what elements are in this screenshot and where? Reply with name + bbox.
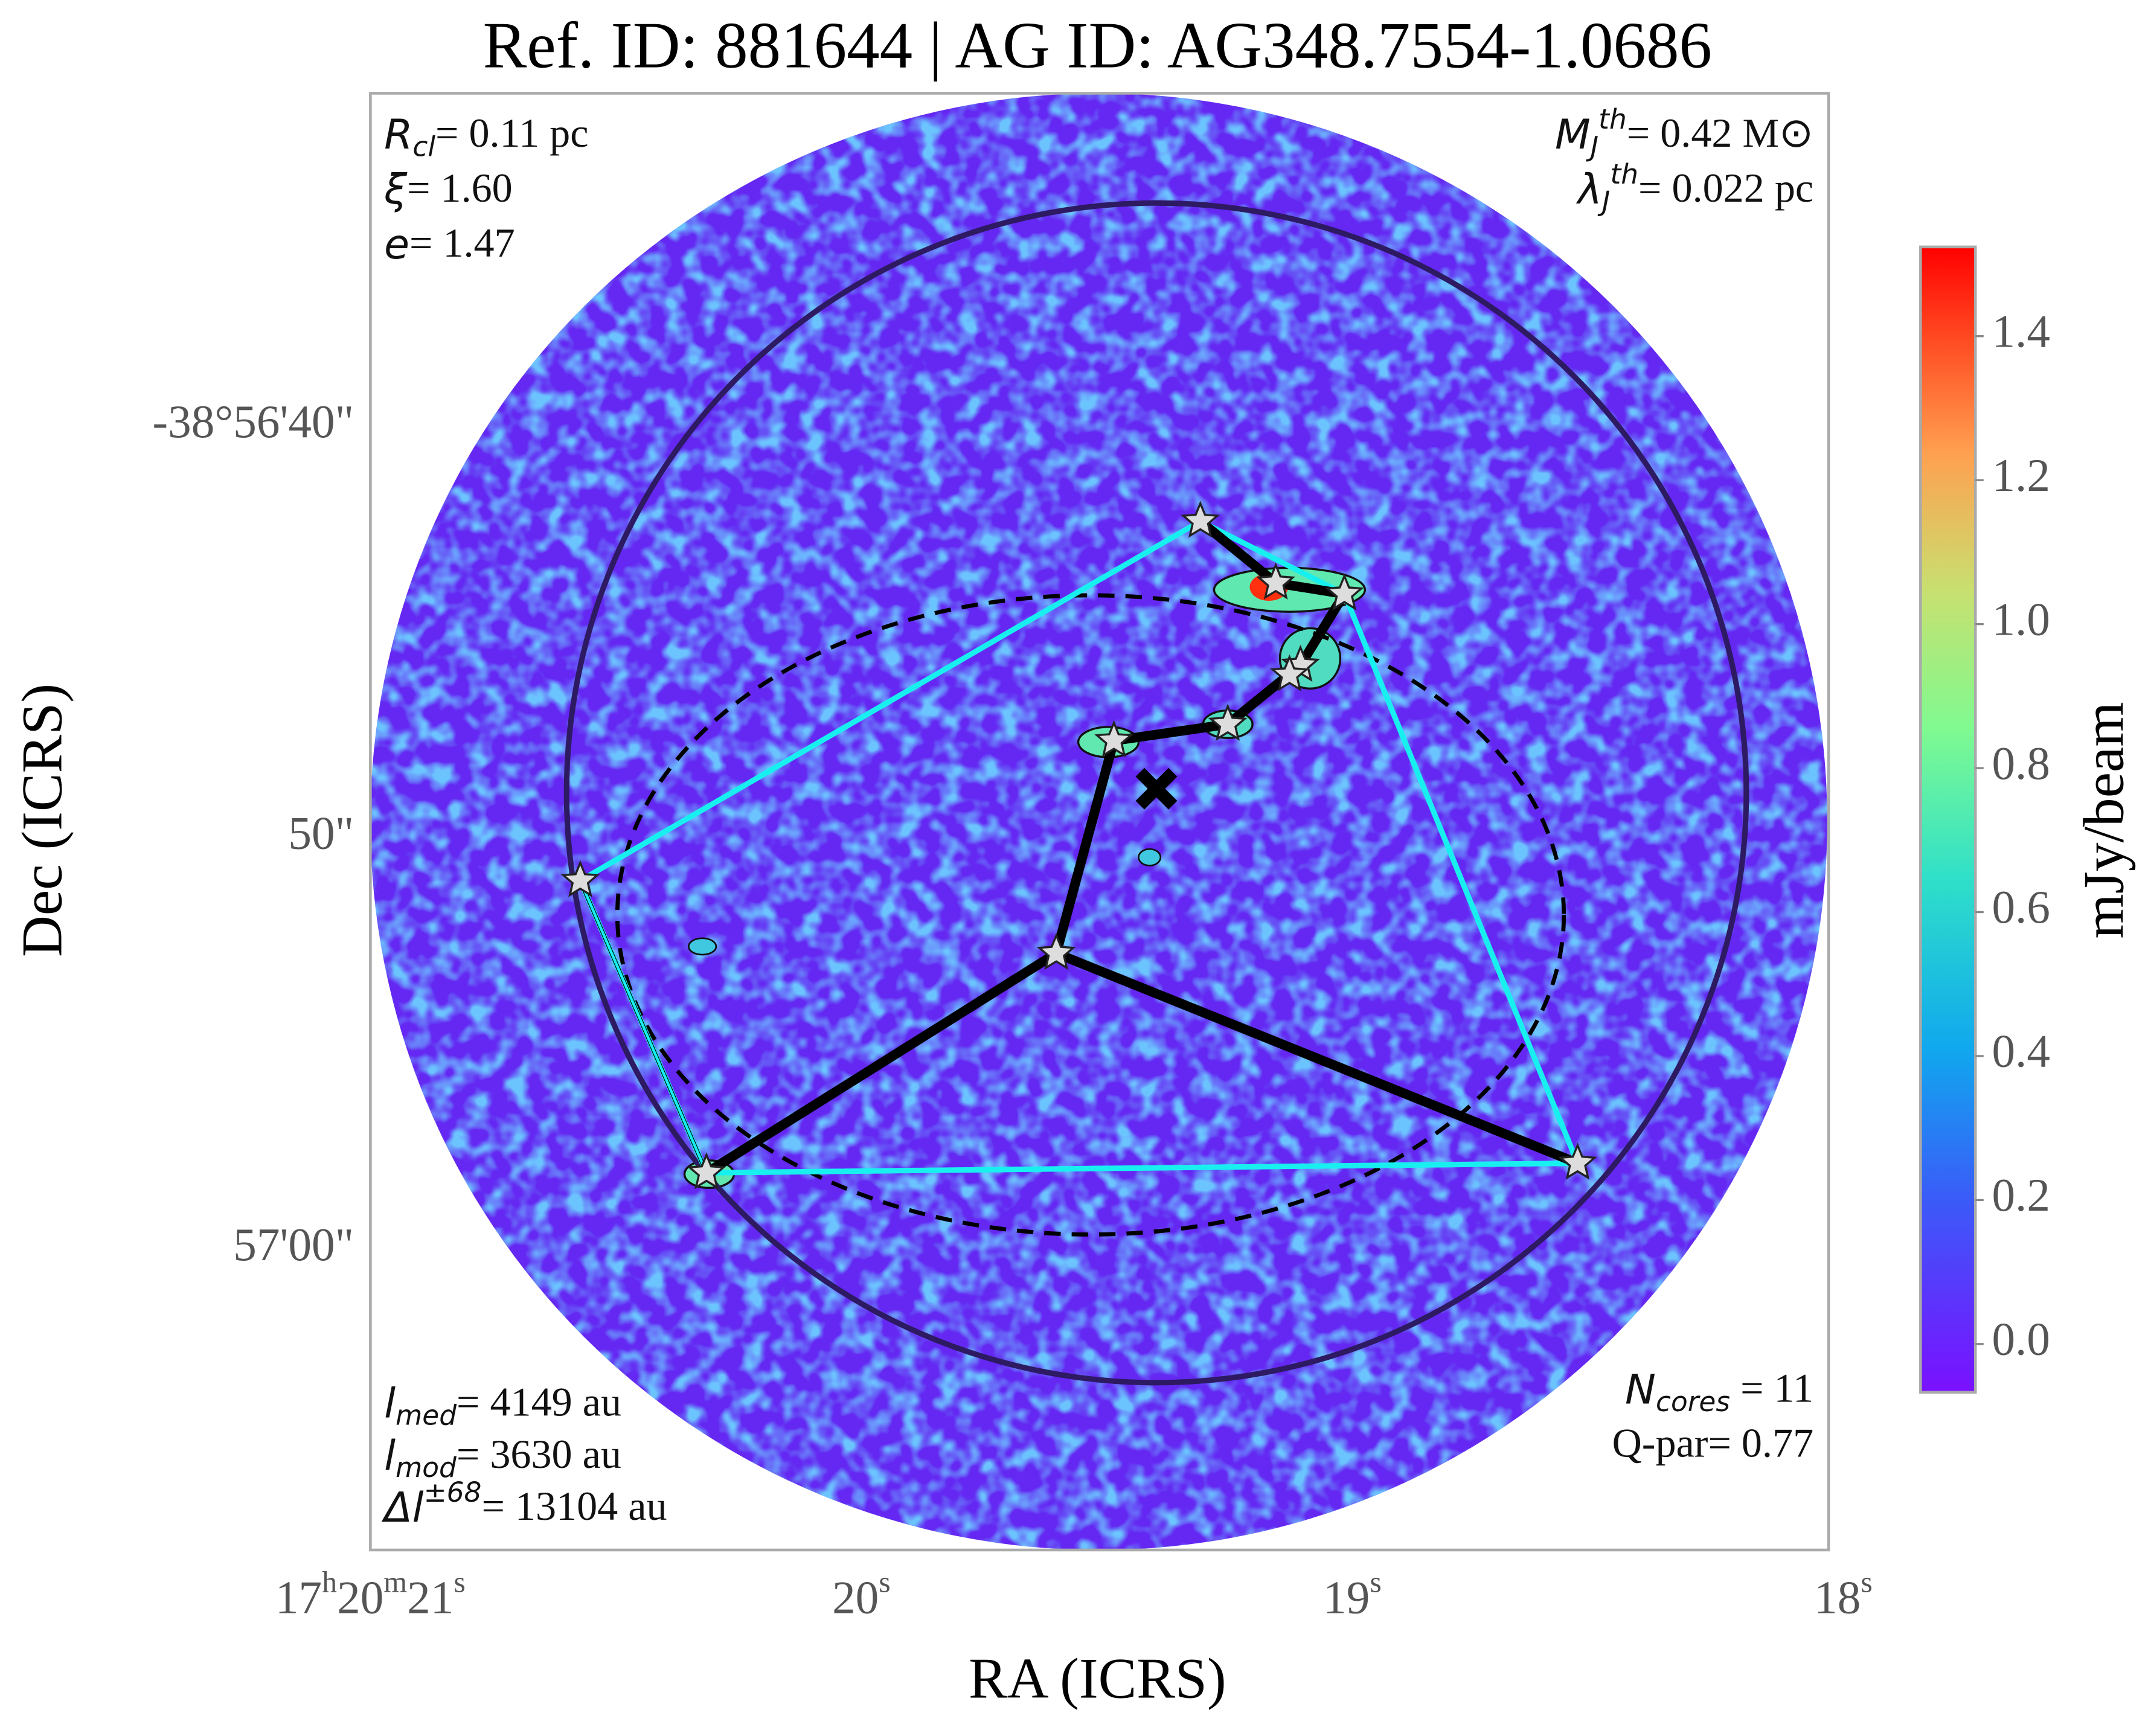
- annotation: lmed= 4149 au: [384, 1379, 621, 1431]
- chart-title: Ref. ID: 881644 | AG ID: AG348.7554-1.06…: [483, 8, 1712, 82]
- annotation-sub: cl: [412, 130, 435, 162]
- core-star: [1181, 501, 1220, 538]
- colorbar-tick-label: 0.2: [1992, 1169, 2050, 1221]
- colorbar-tick-label: 0.0: [1992, 1313, 2050, 1365]
- fit-ellipse: [615, 593, 1566, 1237]
- annotation-symbol: l: [384, 1380, 396, 1427]
- annotation-text: = 4149 au: [457, 1379, 621, 1424]
- annotation-symbol: Δl: [381, 1484, 424, 1532]
- annotation: λJth= 0.022 pc: [1576, 158, 1813, 217]
- annotation-sup: th: [1610, 158, 1638, 190]
- core-star: [1324, 573, 1364, 611]
- annotation-symbol: l: [384, 1432, 396, 1479]
- x-tick-label: 20s: [832, 1565, 891, 1623]
- annotation-sub: cores: [1656, 1385, 1730, 1417]
- colorbar-label: mJy/beam: [2072, 702, 2136, 938]
- annotation-symbol: R: [384, 111, 412, 159]
- annotation-symbol: N: [1625, 1366, 1656, 1414]
- mst: [578, 516, 1583, 1178]
- annotation: lmod= 3630 au: [384, 1430, 621, 1483]
- intensity-map: [370, 93, 1827, 1550]
- annotation-sub: med: [396, 1399, 457, 1431]
- plot-frame: [369, 92, 1830, 1552]
- annotation-sub: mod: [396, 1451, 457, 1483]
- core-star: [1094, 720, 1134, 758]
- core-star: [1558, 1142, 1597, 1180]
- annotation-text: = 0.022 pc: [1638, 165, 1813, 211]
- annotation: ξ= 1.60: [383, 165, 513, 214]
- annotation-text: = 1.60: [407, 165, 513, 211]
- convex-hull: [577, 518, 1582, 1176]
- y-tick-label: 57'00": [233, 1219, 354, 1270]
- colorbar-tick-label: 0.8: [1992, 737, 2050, 789]
- annotation-symbol: ξ: [383, 166, 408, 214]
- annotation: Ncores = 11: [1625, 1365, 1813, 1417]
- colorbar-tick-label: 0.4: [1992, 1025, 2050, 1077]
- y-axis-label: Dec (ICRS): [10, 684, 74, 957]
- annotation: e= 1.47: [384, 220, 515, 269]
- annotation-symbol: M: [1555, 111, 1591, 159]
- annotation-text: = 13104 au: [481, 1483, 667, 1529]
- annotation: Rcl= 0.11 pc: [384, 110, 588, 162]
- colorbar-tick-label: 1.2: [1992, 449, 2050, 501]
- annotation-text: = 3630 au: [457, 1430, 621, 1476]
- annotation-sup: th: [1598, 103, 1627, 135]
- hull-edge: [579, 880, 708, 1174]
- x-tick-label: 18s: [1814, 1565, 1873, 1623]
- annotation-sup: ±68: [424, 1476, 482, 1508]
- annotation-text: = 11: [1730, 1365, 1813, 1411]
- x-tick-label: 19s: [1323, 1565, 1382, 1623]
- annotation: MJth= 0.42 M⊙: [1555, 103, 1813, 162]
- annotation-symbol: λ: [1576, 166, 1602, 214]
- center-marker: [1135, 767, 1178, 810]
- annotation-text: = 0.42 M⊙: [1627, 110, 1813, 156]
- annotation-text: Q-par= 0.77: [1612, 1420, 1814, 1465]
- core-star: [1269, 654, 1309, 692]
- core-star: [1256, 562, 1296, 600]
- y-tick-label: 50": [288, 807, 354, 859]
- colorbar-tick-label: 1.4: [1992, 305, 2050, 357]
- x-axis-label: RA (ICRS): [969, 1646, 1226, 1710]
- core-star: [1208, 703, 1248, 741]
- annotation-symbol: e: [384, 220, 409, 268]
- y-tick-label: -38°56'40": [152, 396, 354, 447]
- annotation-text: = 0.11 pc: [435, 110, 588, 156]
- core-star: [560, 860, 600, 897]
- colorbar-tick-label: 0.6: [1992, 881, 2050, 933]
- annotation: Q-par= 0.77: [1612, 1420, 1814, 1465]
- core-star: [1036, 932, 1076, 970]
- annotation: Δl±68= 13104 au: [381, 1476, 667, 1531]
- cluster-circle: [563, 200, 1749, 1386]
- colorbar: [1919, 245, 1977, 1394]
- cores: [560, 501, 1597, 1190]
- core-star: [687, 1152, 726, 1190]
- annotation-text: = 1.47: [409, 220, 515, 266]
- colorbar-tick-label: 1.0: [1992, 593, 2050, 645]
- x-tick-label: 17h20m21s: [275, 1565, 466, 1623]
